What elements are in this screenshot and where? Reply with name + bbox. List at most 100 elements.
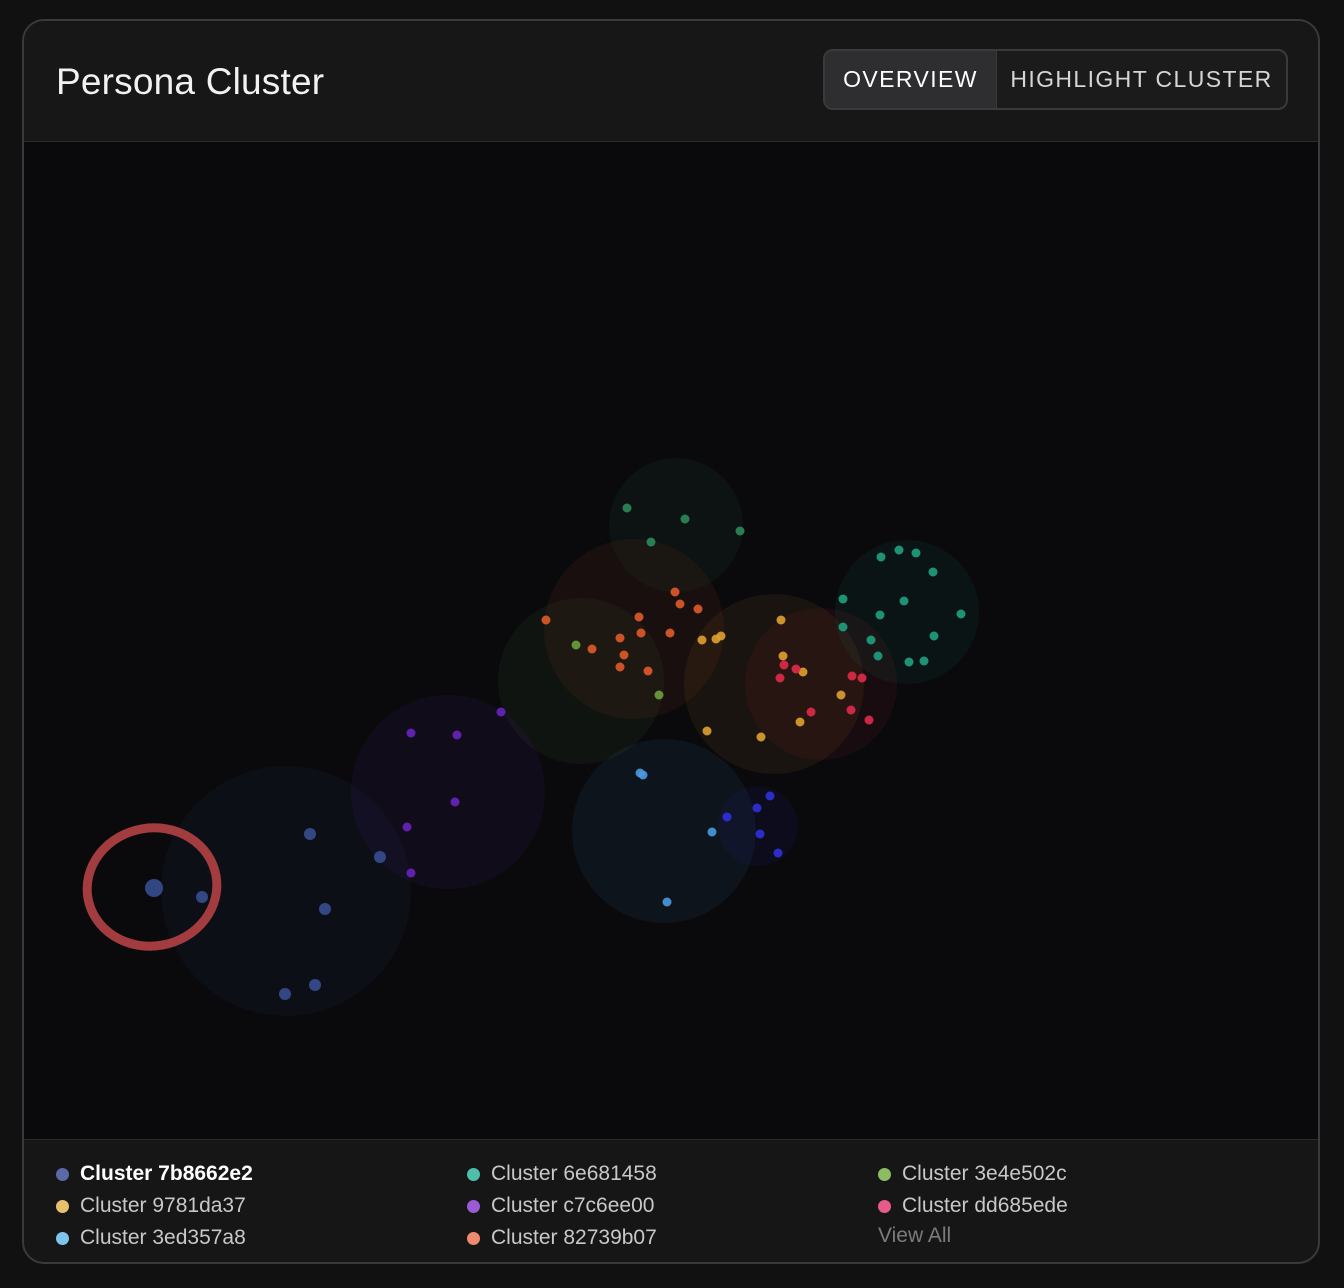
cluster-point[interactable]	[778, 651, 788, 661]
cluster-point[interactable]	[452, 730, 462, 740]
cluster-point[interactable]	[956, 609, 966, 619]
cluster-point[interactable]	[654, 690, 664, 700]
legend-item-3ed357a8[interactable]: Cluster 3ed357a8	[56, 1226, 246, 1250]
cluster-point[interactable]	[646, 537, 656, 547]
legend-item-3e4e502c[interactable]: Cluster 3e4e502c	[878, 1162, 1067, 1186]
card-header: Persona Cluster OVERVIEW HIGHLIGHT CLUST…	[24, 21, 1318, 142]
cluster-point[interactable]	[899, 596, 909, 606]
cluster-point[interactable]	[846, 705, 856, 715]
cluster-point[interactable]	[755, 829, 765, 839]
cluster-point[interactable]	[304, 828, 316, 840]
cluster-scatter-plot[interactable]	[24, 142, 1320, 1140]
legend-item-c7c6ee00[interactable]: Cluster c7c6ee00	[467, 1194, 654, 1218]
cluster-point[interactable]	[571, 640, 581, 650]
cluster-point[interactable]	[864, 715, 874, 725]
persona-cluster-card: Persona Cluster OVERVIEW HIGHLIGHT CLUST…	[22, 19, 1320, 1264]
cluster-point[interactable]	[496, 707, 506, 717]
legend-dot	[467, 1167, 480, 1181]
cluster-point[interactable]	[756, 732, 766, 742]
cluster-point[interactable]	[662, 897, 672, 907]
legend-item-7b8662e2[interactable]: Cluster 7b8662e2	[56, 1162, 253, 1186]
cluster-point[interactable]	[145, 879, 163, 897]
cluster-point[interactable]	[693, 604, 703, 614]
cluster-point[interactable]	[702, 726, 712, 736]
cluster-point[interactable]	[798, 667, 808, 677]
cluster-hull-3ed357a8	[572, 739, 756, 923]
cluster-point[interactable]	[873, 651, 883, 661]
overview-tab[interactable]: OVERVIEW	[825, 51, 997, 108]
highlight-ring	[82, 823, 222, 951]
legend-item-82739b07[interactable]: Cluster 82739b07	[467, 1226, 657, 1250]
view-all-link[interactable]: View All	[878, 1224, 952, 1247]
cluster-hull-blue2	[718, 786, 798, 866]
cluster-point[interactable]	[615, 633, 625, 643]
cluster-scatter-svg[interactable]	[24, 142, 1320, 1139]
cluster-point[interactable]	[374, 851, 386, 863]
legend-label: Cluster c7c6ee00	[491, 1194, 655, 1217]
cluster-point[interactable]	[929, 631, 939, 641]
cluster-point[interactable]	[806, 707, 816, 717]
cluster-legend: Cluster 7b8662e2 Cluster 9781da37 Cluste…	[24, 1140, 1318, 1262]
legend-label: Cluster 6e681458	[491, 1162, 657, 1185]
cluster-point[interactable]	[773, 848, 783, 858]
cluster-point[interactable]	[875, 610, 885, 620]
cluster-point[interactable]	[716, 631, 726, 641]
cluster-point[interactable]	[402, 822, 412, 832]
cluster-point[interactable]	[866, 635, 876, 645]
cluster-point[interactable]	[697, 635, 707, 645]
legend-item-9781da37[interactable]: Cluster 9781da37	[56, 1194, 246, 1218]
cluster-point[interactable]	[680, 514, 690, 524]
cluster-point[interactable]	[752, 803, 762, 813]
cluster-point[interactable]	[735, 526, 745, 536]
cluster-point[interactable]	[776, 615, 786, 625]
cluster-point[interactable]	[196, 891, 208, 903]
legend-dot	[467, 1199, 480, 1213]
cluster-point[interactable]	[615, 662, 625, 672]
cluster-point[interactable]	[838, 594, 848, 604]
cluster-point[interactable]	[406, 728, 416, 738]
cluster-point[interactable]	[791, 664, 801, 674]
cluster-point[interactable]	[919, 656, 929, 666]
cluster-point[interactable]	[636, 628, 646, 638]
cluster-hull-6e681458	[835, 540, 979, 684]
cluster-hull-7b8662e2	[161, 766, 411, 1016]
cluster-point[interactable]	[675, 599, 685, 609]
cluster-point[interactable]	[928, 567, 938, 577]
cluster-point[interactable]	[894, 545, 904, 555]
cluster-point[interactable]	[309, 979, 321, 991]
cluster-point[interactable]	[643, 666, 653, 676]
cluster-point[interactable]	[779, 660, 789, 670]
cluster-point[interactable]	[775, 673, 785, 683]
cluster-point[interactable]	[911, 548, 921, 558]
cluster-point[interactable]	[707, 827, 717, 837]
cluster-point[interactable]	[638, 770, 648, 780]
cluster-point[interactable]	[836, 690, 846, 700]
cluster-point[interactable]	[876, 552, 886, 562]
cluster-point[interactable]	[838, 622, 848, 632]
legend-dot	[56, 1199, 69, 1213]
cluster-point[interactable]	[665, 628, 675, 638]
cluster-point[interactable]	[634, 612, 644, 622]
cluster-hull-9781da37	[684, 594, 864, 774]
legend-item-6e681458[interactable]: Cluster 6e681458	[467, 1162, 657, 1186]
cluster-point[interactable]	[406, 868, 416, 878]
cluster-point[interactable]	[857, 673, 867, 683]
cluster-point[interactable]	[847, 671, 857, 681]
cluster-point[interactable]	[765, 791, 775, 801]
cluster-point[interactable]	[670, 587, 680, 597]
cluster-point[interactable]	[450, 797, 460, 807]
cluster-point[interactable]	[904, 657, 914, 667]
cluster-point[interactable]	[279, 988, 291, 1000]
cluster-point[interactable]	[622, 503, 632, 513]
cluster-point[interactable]	[619, 650, 629, 660]
highlight-cluster-tab[interactable]: HIGHLIGHT CLUSTER	[1010, 66, 1273, 92]
cluster-point[interactable]	[795, 717, 805, 727]
cluster-hull-dd685ede	[745, 608, 897, 760]
legend-dot	[878, 1199, 891, 1213]
cluster-point[interactable]	[541, 615, 551, 625]
cluster-point[interactable]	[722, 812, 732, 822]
legend-item-dd685ede[interactable]: Cluster dd685ede	[878, 1194, 1068, 1218]
cluster-point[interactable]	[587, 644, 597, 654]
legend-label: Cluster 7b8662e2	[80, 1162, 253, 1185]
cluster-point[interactable]	[319, 903, 331, 915]
